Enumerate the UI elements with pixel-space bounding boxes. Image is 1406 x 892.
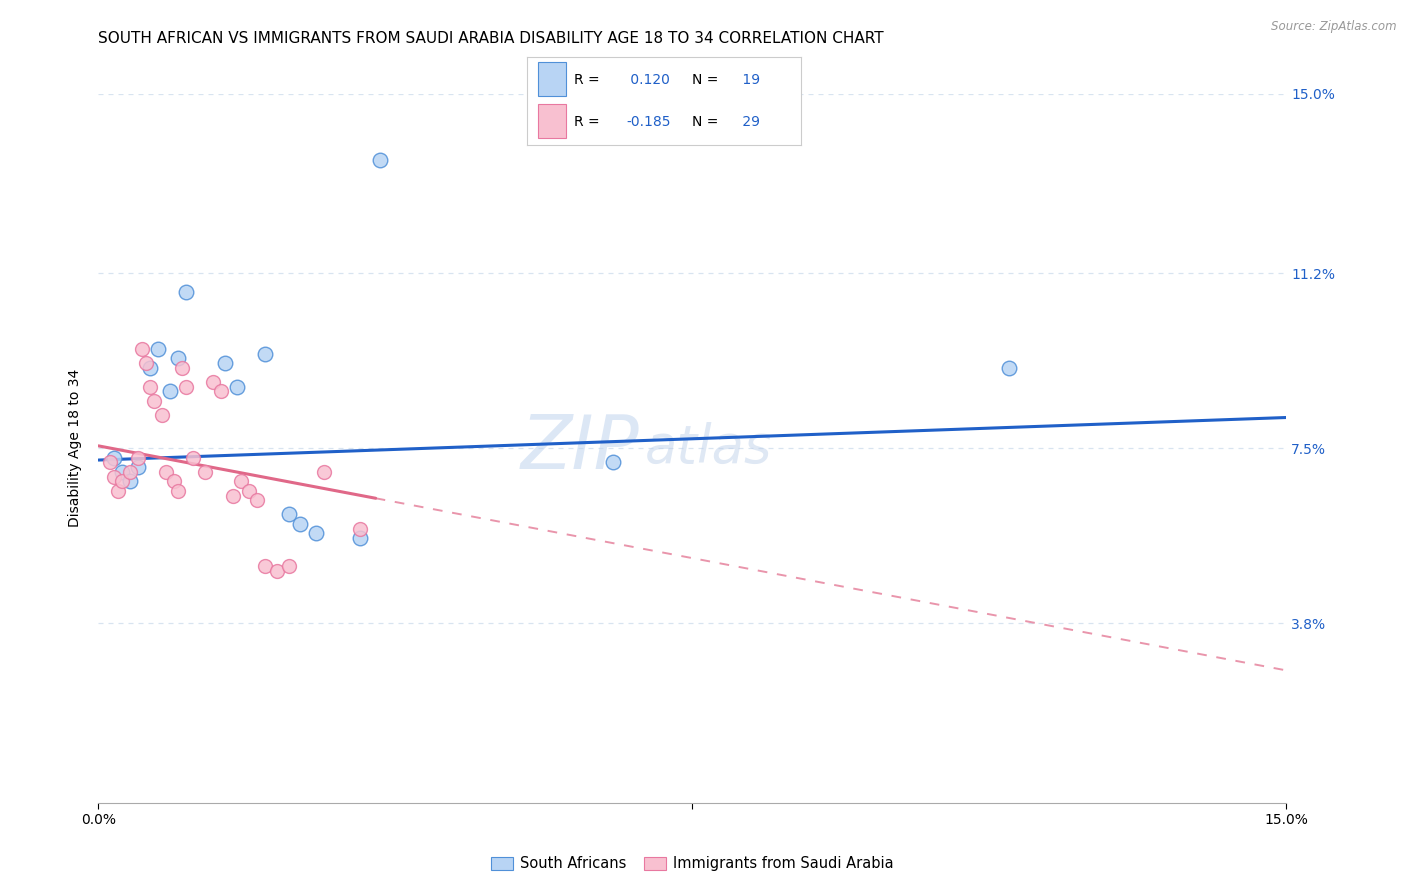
Point [277,508,299,522]
Point [139,380,162,394]
Point [163,475,186,489]
Point [174,380,197,394]
Point [170,360,193,375]
Point [998,360,1021,375]
Point [103,469,125,483]
Point [266,564,288,578]
Point [349,531,371,545]
Text: 29: 29 [738,115,761,128]
Point [226,380,249,394]
Point [142,394,165,409]
Point [314,465,336,479]
Point [290,516,312,531]
Point [214,356,236,370]
Text: N =: N = [692,73,718,87]
Text: Source: ZipAtlas.com: Source: ZipAtlas.com [1271,20,1396,33]
Point [146,342,169,356]
Point [103,450,125,465]
Point [368,153,391,167]
Point [238,483,260,498]
Text: 19: 19 [738,73,761,87]
Point [229,475,252,489]
Text: N =: N = [692,115,718,128]
Point [166,483,188,498]
Point [183,450,205,465]
Point [150,408,173,422]
Point [159,384,181,399]
Point [349,522,371,536]
Bar [538,104,565,137]
Text: atlas: atlas [645,422,772,475]
Point [253,559,276,574]
Point [127,460,149,475]
Point [194,465,217,479]
Point [135,356,157,370]
Point [111,465,134,479]
Point [202,375,225,389]
Point [222,489,245,503]
Point [253,347,276,361]
Point [166,351,188,366]
Point [277,559,299,574]
Text: R =: R = [574,73,599,87]
Point [107,483,129,498]
Point [120,465,142,479]
Point [111,475,134,489]
Text: 0.120: 0.120 [626,73,669,87]
Point [246,493,269,508]
Point [155,465,177,479]
Point [209,384,232,399]
Text: R =: R = [574,115,599,128]
Text: SOUTH AFRICAN VS IMMIGRANTS FROM SAUDI ARABIA DISABILITY AGE 18 TO 34 CORRELATIO: SOUTH AFRICAN VS IMMIGRANTS FROM SAUDI A… [98,31,884,46]
Point [139,360,162,375]
Bar [538,62,565,95]
Point [131,342,153,356]
Text: -0.185: -0.185 [626,115,671,128]
Point [120,475,142,489]
Point [127,450,149,465]
Y-axis label: Disability Age 18 to 34: Disability Age 18 to 34 [69,369,83,527]
Point [602,455,624,469]
Text: ZIP: ZIP [520,412,638,484]
Point [305,526,328,541]
Point [98,455,121,469]
Point [174,285,197,300]
Legend: South Africans, Immigrants from Saudi Arabia: South Africans, Immigrants from Saudi Ar… [485,850,900,877]
